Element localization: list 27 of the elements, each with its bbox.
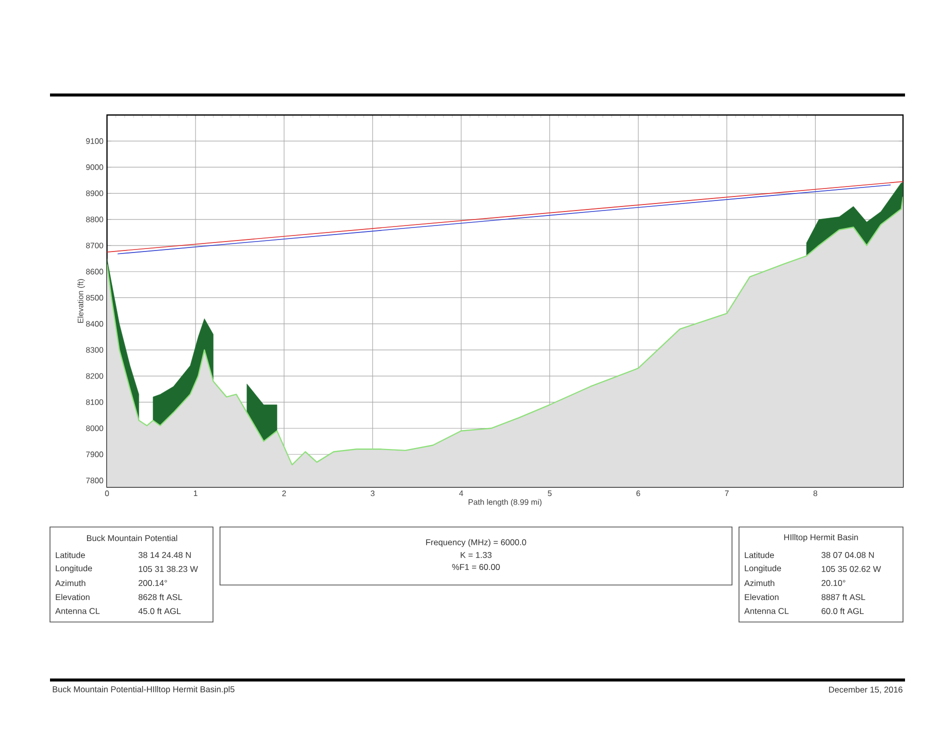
text: 105 31 38.23 W: [138, 566, 198, 572]
text: December 15, 2016: [829, 686, 902, 694]
text: Elevation: [56, 594, 90, 600]
text: 200.14°: [138, 580, 167, 586]
text: 60.0 ft AGL: [822, 608, 864, 614]
text: %F1 = 60.00: [452, 564, 500, 570]
text: 20.10°: [822, 580, 846, 586]
text: Azimuth: [55, 580, 86, 586]
text: Frequency (MHz) = 6000.0: [426, 539, 526, 547]
text: Antenna CL: [55, 608, 100, 614]
text: Buck Mountain Potential: [87, 534, 178, 542]
text: 38 14 24.48 N: [138, 552, 191, 558]
text: 105 35 02.62 W: [822, 566, 881, 572]
text: Buck Mountain Potential-HIlltop Hermit Basin.pl5: [52, 686, 234, 694]
text: 8628 ft ASL: [138, 594, 182, 600]
text: Longitude: [56, 565, 92, 573]
text: Azimuth: [744, 580, 774, 586]
text: Elevation: [744, 594, 778, 600]
text: 8887 ft ASL: [822, 594, 866, 600]
text: Antenna CL: [744, 608, 789, 614]
text: HIlltop Hermit Basin: [784, 534, 858, 542]
text: Longitude: [744, 565, 782, 573]
text: K = 1.33: [460, 552, 492, 558]
text: Latitude: [744, 552, 774, 558]
text: Latitude: [56, 552, 85, 558]
text: 38 07 04.08 N: [822, 552, 874, 558]
text: 45.0 ft AGL: [138, 608, 181, 614]
